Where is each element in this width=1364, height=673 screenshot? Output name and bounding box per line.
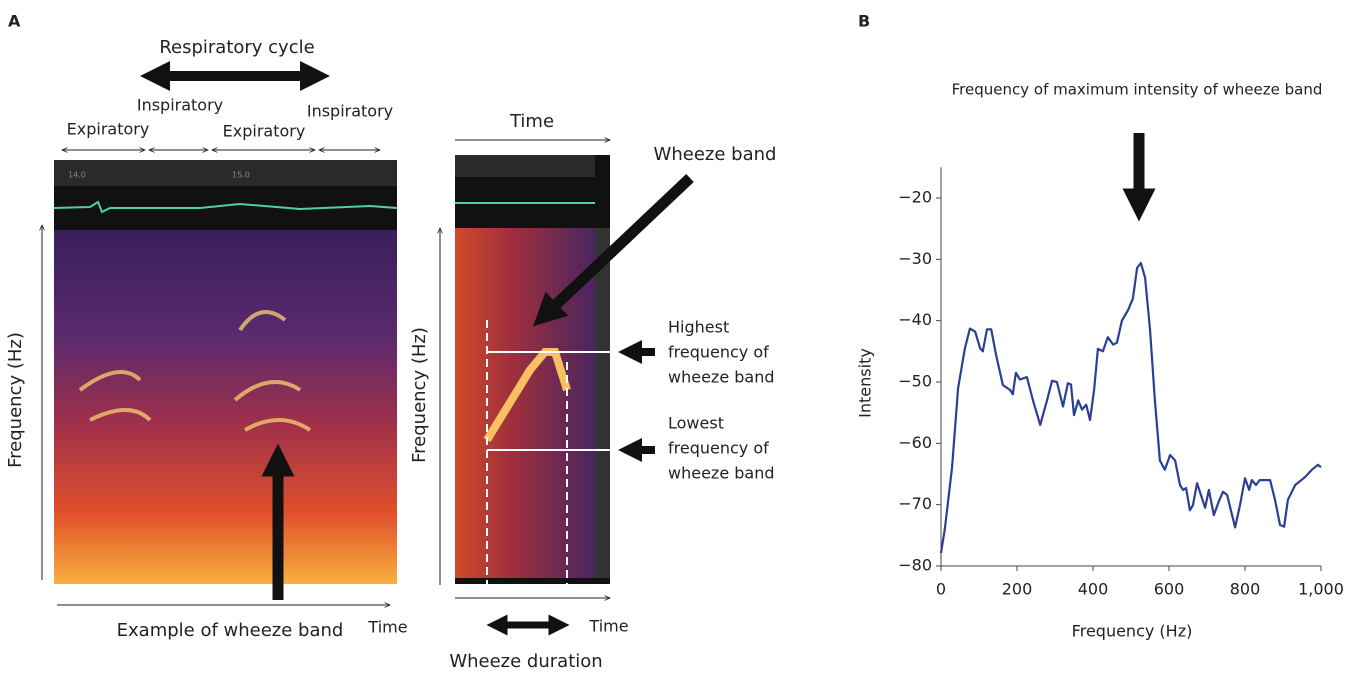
highest-label: frequency of (668, 343, 769, 362)
x-tick-label: 0 (936, 580, 946, 599)
y-axis-label: Intensity (856, 348, 875, 418)
frequency-label: Frequency (Hz) (409, 327, 430, 463)
timeline (455, 155, 595, 177)
x-axis-label: Frequency (Hz) (1072, 622, 1193, 641)
phase-label: Inspiratory (137, 96, 223, 115)
time-label: Time (509, 111, 554, 132)
duration-markers (486, 320, 610, 584)
annotation: Frequency of maximum intensity of wheeze… (952, 81, 1323, 99)
phase-label: Expiratory (223, 122, 306, 141)
x-tick-label: 200 (1002, 580, 1033, 599)
wheeze-band-label: Wheeze band (654, 144, 777, 165)
frequency-label: Frequency (Hz) (5, 332, 26, 468)
time-label: Time (588, 617, 628, 636)
spectrogram-tick: 14.0 (68, 171, 86, 180)
y-tick-label: −50 (898, 372, 932, 391)
y-tick-label: −40 (898, 310, 932, 329)
y-tick-label: −60 (898, 433, 932, 452)
timeline (54, 160, 397, 186)
highest-label: Highest (668, 318, 729, 337)
y-tick-label: −80 (898, 556, 932, 575)
waveform (53, 200, 398, 214)
y-tick-label: −70 (898, 494, 932, 513)
phase-label: Expiratory (67, 120, 150, 139)
lowest-label: Lowest (668, 414, 724, 433)
x-tick-label: 400 (1078, 580, 1109, 599)
spectrogram-tick: 15.0 (232, 171, 250, 180)
phase-label: Inspiratory (307, 102, 393, 121)
spectrogram-streaks (78, 310, 312, 432)
spectrogram-base (455, 578, 610, 584)
cycle-label: Respiratory cycle (159, 37, 314, 58)
y-tick-label: −20 (898, 188, 932, 207)
lowest-label: wheeze band (668, 464, 775, 483)
spectrogram-scale (595, 228, 610, 584)
y-tick-label: −30 (898, 249, 932, 268)
wheeze-band-arrow (533, 174, 694, 327)
time-label: Time (367, 618, 407, 637)
panel-label: B (858, 12, 870, 31)
duration-label: Wheeze duration (449, 651, 602, 672)
highest-label: wheeze band (668, 368, 775, 387)
spectrogram (54, 230, 397, 584)
example-label: Example of wheeze band (117, 620, 344, 641)
x-tick-label: 800 (1230, 580, 1261, 599)
data-line (939, 261, 1322, 554)
line-chart: Frequency of maximum intensity of wheeze… (856, 81, 1344, 641)
x-tick-label: 600 (1154, 580, 1185, 599)
lowest-label: frequency of (668, 439, 769, 458)
x-tick-label: 1,000 (1298, 580, 1344, 599)
panel-label: A (8, 12, 21, 31)
